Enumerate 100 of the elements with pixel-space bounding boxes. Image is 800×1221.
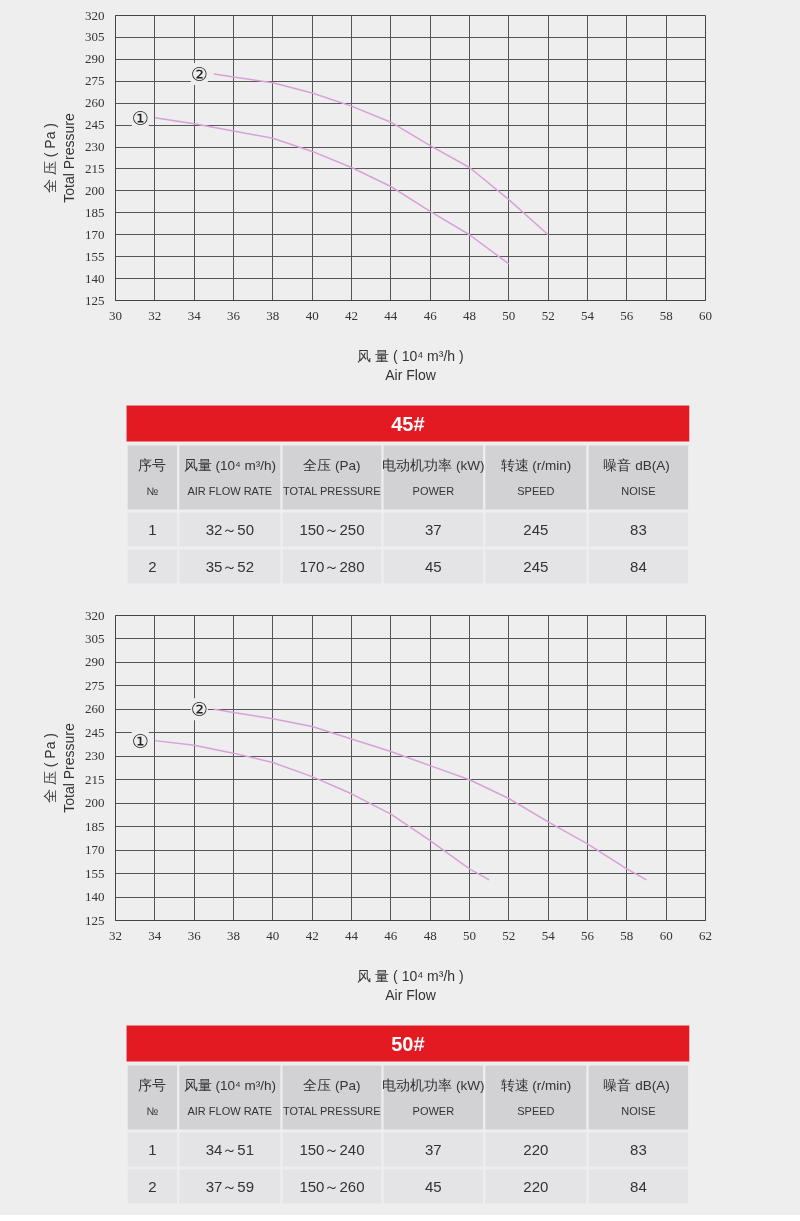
x-tick-label: 32 [148,307,162,323]
text: 220 [523,1140,549,1158]
text: 83 [630,520,647,538]
x-tick-label: 58 [620,927,634,943]
text: 电动机功率 (kW) POWER [382,458,485,497]
x-tick-label: 44 [384,307,398,323]
x-tick-label: 36 [227,307,241,323]
y-tick-label: 230 [85,748,105,764]
text: 噪音 dB(A) NOISE [603,1078,670,1117]
line-series [154,739,490,881]
y-axis-title: 全 压 ( Pa ) Total Pressure [41,113,77,203]
x-tick-label: 46 [423,307,438,323]
text: 2 [148,557,157,575]
y-tick-label: 245 [85,724,105,740]
x-tick-label: 34 [187,307,202,323]
y-tick-label: 305 [85,630,105,646]
y-tick-label: 185 [85,818,105,834]
y-tick-label: 215 [85,160,105,176]
x-tick-label: 50 [502,307,516,323]
x-tick-label: 56 [581,927,595,943]
y-tick-label: 125 [85,912,105,928]
y-tick-label: 140 [85,270,105,286]
text: 45 [425,557,442,575]
text: 噪音 dB(A) NOISE [603,458,670,497]
text: 1 [148,520,157,538]
series-label: ① [131,729,149,752]
x-tick-label: 40 [305,307,319,323]
y-tick-label: 170 [85,226,105,242]
y-tick-label: 245 [85,117,105,133]
y-tick-label: 200 [85,182,105,198]
x-tick-label: 54 [581,307,595,323]
x-tick-label: 42 [345,307,358,323]
y-tick-label: 215 [85,771,105,787]
y-tick-label: 275 [85,677,105,693]
y-tick-label: 260 [85,701,105,717]
x-tick-label: 46 [384,927,398,943]
text: 245 [523,557,549,575]
y-tick-label: 140 [85,889,105,905]
y-tick-label: 305 [85,29,105,45]
x-tick-label: 60 [659,927,673,943]
x-tick-label: 50 [463,927,476,943]
text: 2 [148,1177,157,1195]
x-tick-label: 40 [266,927,280,943]
text: 37～59 [205,1178,254,1195]
x-tick-label: 36 [187,927,202,943]
text: 风量 (10⁴ m³/h) AIR FLOW RATE [183,1078,276,1117]
x-tick-label: 38 [227,927,240,943]
y-tick-label: 320 [85,607,105,623]
text: 150～240 [299,1141,365,1158]
text: 电动机功率 (kW) POWER [382,1078,485,1117]
text: 245 [523,520,549,538]
y-tick-label: 155 [85,865,105,881]
x-tick-label: 34 [148,927,162,943]
y-tick-label: 125 [85,292,105,308]
x-tick-label: 52 [541,307,555,323]
x-tick-label: 48 [463,307,476,323]
x-tick-label: 30 [109,307,122,323]
text: 32～50 [205,521,254,538]
text: 150～260 [299,1178,365,1195]
line-series [213,708,648,881]
text: 序号 № [138,458,167,497]
text: 84 [630,557,647,575]
text: 37 [425,1140,442,1158]
text: 45 [425,1177,442,1195]
x-tick-label: 62 [699,927,712,943]
text: 1 [148,1140,157,1158]
text: 35～52 [205,558,254,575]
series-label: ② [190,62,208,85]
y-tick-label: 275 [85,73,105,89]
x-axis-title: 风 量 ( 10⁴ m³/h ) Air Flow [357,347,464,383]
text: 220 [523,1177,549,1195]
series-label: ① [131,106,149,129]
y-tick-label: 290 [85,51,105,67]
text: 45# [391,412,425,435]
series-label: ② [190,698,208,721]
y-tick-label: 200 [85,795,105,811]
text: 转速 (r/min) SPEED [500,458,572,497]
x-tick-label: 58 [659,307,673,323]
text: 风量 (10⁴ m³/h) AIR FLOW RATE [183,458,276,497]
text: 150～250 [299,521,365,538]
text: 转速 (r/min) SPEED [500,1078,572,1117]
y-axis-title: 全 压 ( Pa ) Total Pressure [41,723,77,813]
y-tick-label: 290 [85,654,105,670]
x-tick-label: 42 [305,927,319,943]
text: 50# [391,1032,425,1055]
x-tick-label: 48 [423,927,437,943]
y-tick-label: 320 [85,7,105,23]
y-tick-label: 230 [85,139,105,155]
x-tick-label: 54 [541,927,556,943]
x-tick-label: 38 [266,307,280,323]
line-series [154,117,510,265]
text: 37 [425,520,442,538]
text: 170～280 [299,558,365,575]
text: 83 [630,1140,647,1158]
x-tick-label: 52 [502,927,516,943]
y-tick-label: 260 [85,95,105,111]
text: 全压 (Pa) TOTAL PRESSURE [282,1078,381,1117]
text: 序号 № [138,1078,167,1117]
y-tick-label: 170 [85,842,105,858]
x-tick-label: 56 [620,307,634,323]
